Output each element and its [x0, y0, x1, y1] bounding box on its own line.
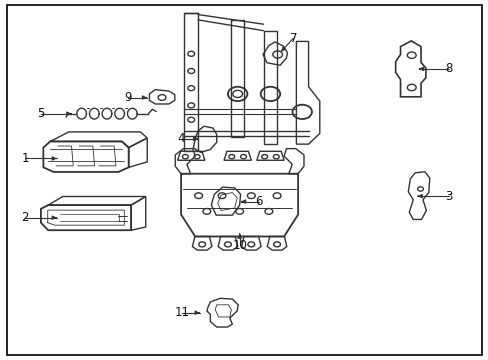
- Text: 6: 6: [255, 195, 263, 208]
- Text: 5: 5: [37, 107, 44, 120]
- Text: 2: 2: [21, 211, 29, 224]
- Text: 3: 3: [445, 190, 452, 203]
- Text: 8: 8: [445, 62, 452, 75]
- Text: 7: 7: [289, 32, 296, 45]
- Text: 10: 10: [232, 239, 246, 252]
- Text: 11: 11: [174, 306, 189, 319]
- Text: 9: 9: [124, 91, 132, 104]
- Text: 4: 4: [177, 132, 184, 145]
- Text: 1: 1: [21, 152, 29, 165]
